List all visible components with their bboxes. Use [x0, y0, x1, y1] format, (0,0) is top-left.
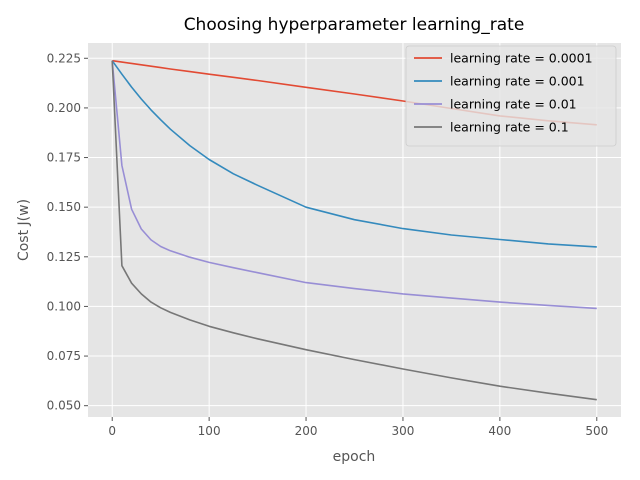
- y-axis: 0.050 0.075 0.100 0.125 0.150 0.175 0.200 0.225: [47, 51, 88, 413]
- x-tick-label: 300: [392, 424, 415, 438]
- grid: [88, 43, 621, 417]
- x-tick-label: 100: [198, 424, 221, 438]
- x-tick-label: 200: [295, 424, 318, 438]
- series-lines: [111, 59, 597, 401]
- y-axis-label: Cost J(w): [16, 199, 32, 261]
- x-axis-label: epoch: [333, 449, 376, 465]
- x-axis: 0 100 200 300 400 500: [108, 417, 608, 438]
- legend-label: learning rate = 0.01: [450, 97, 577, 112]
- y-tick-label: 0.125: [47, 250, 81, 264]
- y-tick-label: 0.050: [47, 399, 81, 413]
- legend-label: learning rate = 0.001: [450, 74, 585, 89]
- legend-label: learning rate = 0.0001: [450, 51, 593, 66]
- chart-title: Choosing hyperparameter learning_rate: [184, 15, 525, 35]
- y-tick-label: 0.075: [47, 349, 81, 363]
- x-tick-label: 0: [108, 424, 116, 438]
- y-tick-label: 0.200: [47, 101, 81, 115]
- legend-box: [405, 45, 617, 147]
- y-tick-label: 0.225: [47, 51, 81, 65]
- y-tick-label: 0.150: [47, 200, 81, 214]
- series-line-4: [111, 60, 597, 401]
- legend-label: learning rate = 0.1: [450, 120, 569, 135]
- legend: learning rate = 0.0001 learning rate = 0.…: [405, 45, 617, 147]
- series-line-2: [111, 60, 597, 248]
- y-tick-label: 0.175: [47, 151, 81, 165]
- series-line-3: [111, 60, 597, 310]
- x-tick-label: 500: [585, 424, 608, 438]
- y-tick-label: 0.100: [47, 299, 81, 313]
- x-tick-label: 400: [488, 424, 511, 438]
